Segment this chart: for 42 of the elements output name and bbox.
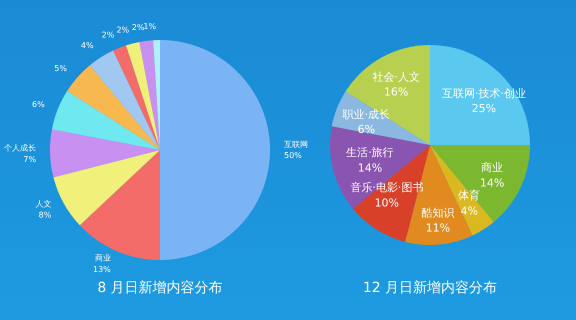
slice-label: 酷知识 xyxy=(421,206,454,220)
data-label: 25% xyxy=(472,102,496,116)
data-label: 8% xyxy=(38,210,52,220)
slice-label: 互联网 xyxy=(284,140,308,149)
pie-slice xyxy=(67,65,160,150)
data-label: 10% xyxy=(374,196,400,210)
data-label: 2% xyxy=(102,30,115,40)
data-label: 11% xyxy=(426,222,450,235)
slice-label: 社会·人文 xyxy=(372,70,420,84)
pie-slice xyxy=(139,40,160,150)
slice-label: 人文 xyxy=(35,200,52,209)
text: 8 月日新增内容分布 xyxy=(97,280,223,296)
slice-label: 生活·旅行 xyxy=(346,146,394,160)
slice-label: 体育 xyxy=(458,188,480,202)
data-label: 50% xyxy=(284,151,302,160)
pie-slice xyxy=(50,129,160,178)
pie-slice xyxy=(160,40,270,260)
pie-slice xyxy=(126,42,160,150)
slice-label: 音乐·电影·图书 xyxy=(350,180,424,194)
data-label: 6% xyxy=(32,100,46,110)
pie-slice xyxy=(90,50,160,150)
data-label: 1% xyxy=(143,22,156,31)
pie-slice xyxy=(52,91,160,150)
data-label: 6% xyxy=(358,123,376,136)
data-label: 14% xyxy=(358,161,382,174)
slice-label: 个人成长 xyxy=(4,144,36,153)
pie-slice xyxy=(430,45,530,145)
data-label: 2% xyxy=(116,26,130,35)
slice-label: 商业 xyxy=(481,161,504,174)
data-label: 5% xyxy=(54,64,68,73)
text: 12 月日新增内容分布 xyxy=(362,280,498,296)
data-label: 4% xyxy=(460,204,478,218)
data-label: 14% xyxy=(480,176,504,190)
pie-slice xyxy=(53,150,160,226)
pie-slice xyxy=(330,126,430,209)
data-label: 7% xyxy=(23,154,36,164)
data-label: 13% xyxy=(92,264,112,274)
data-label: 2% xyxy=(132,22,145,32)
data-label: 4% xyxy=(80,41,94,50)
slice-label: 商业 xyxy=(94,254,111,263)
data-label: 16% xyxy=(384,86,408,99)
slice-label: 互联网·技术·创业 xyxy=(442,86,526,100)
